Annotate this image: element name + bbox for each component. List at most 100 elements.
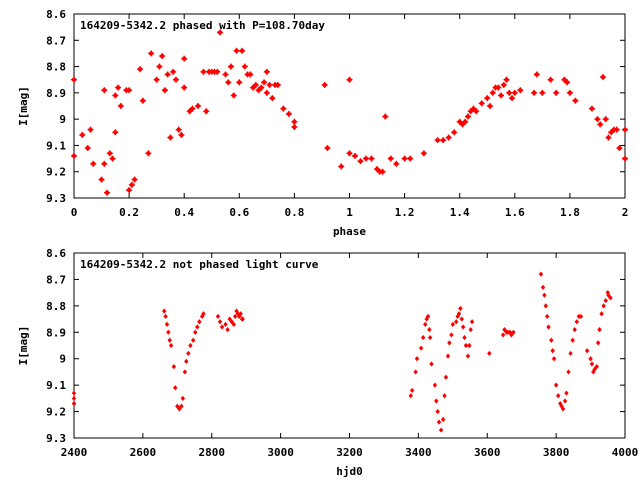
data-point <box>98 176 105 183</box>
data-point <box>589 361 595 367</box>
data-point <box>622 155 628 162</box>
data-point <box>445 134 452 141</box>
x-axis-label: phase <box>333 225 366 238</box>
data-point <box>574 319 579 325</box>
data-point <box>467 342 472 349</box>
data-point <box>236 79 243 86</box>
data-point <box>215 313 221 320</box>
data-point <box>531 89 538 96</box>
data-point <box>606 292 611 298</box>
data-point <box>258 84 265 91</box>
data-point <box>387 155 394 162</box>
data-point <box>572 327 577 333</box>
data-point <box>509 332 514 338</box>
data-point <box>352 152 359 159</box>
data-point <box>562 398 568 404</box>
data-point <box>462 334 467 341</box>
data-point <box>449 332 454 338</box>
data-point <box>572 97 579 104</box>
data-point <box>115 84 122 91</box>
data-point <box>470 105 477 112</box>
data-point <box>489 89 496 96</box>
data-point <box>225 79 232 86</box>
unphased-light-curve-panel: 2400 2600 2800 3000 3200 3400 3600 3800 4000 8.6 8… <box>17 247 638 478</box>
data-point <box>382 113 389 120</box>
data-point <box>438 427 444 433</box>
data-point <box>511 89 518 96</box>
data-point <box>338 163 345 170</box>
data-point <box>538 271 544 277</box>
data-point <box>407 155 414 162</box>
data-point <box>225 327 230 333</box>
data-point <box>227 316 232 322</box>
data-point <box>166 329 171 335</box>
data-point <box>484 95 491 102</box>
data-point <box>473 108 480 115</box>
data-point <box>495 84 502 91</box>
data-point <box>232 313 238 320</box>
data-point <box>291 118 298 125</box>
data-point <box>112 92 119 99</box>
data-point <box>458 305 463 312</box>
x-tick-label: 1 <box>346 206 353 219</box>
data-point <box>131 176 138 183</box>
data-point <box>269 95 276 102</box>
data-point <box>544 313 550 320</box>
data-point <box>564 79 571 86</box>
data-point <box>137 66 144 73</box>
data-point <box>126 87 133 94</box>
data-point <box>594 364 599 370</box>
data-point <box>79 131 86 138</box>
y-tick-label: 9 <box>59 113 66 126</box>
data-point <box>379 168 386 175</box>
data-point <box>179 403 184 409</box>
data-point <box>608 295 613 301</box>
data-point <box>223 321 228 327</box>
x-tick-label: 0.8 <box>284 206 304 219</box>
y-tick-label: 9.3 <box>46 432 66 445</box>
x-tick-label: 0.6 <box>229 206 249 219</box>
data-point <box>184 358 189 364</box>
data-point <box>263 68 270 75</box>
data-point <box>540 284 546 290</box>
data-point <box>163 313 168 320</box>
data-point <box>459 316 464 322</box>
data-point <box>181 84 188 91</box>
data-point <box>214 68 221 75</box>
data-point <box>566 369 571 375</box>
data-point <box>195 324 200 330</box>
data-point <box>106 150 113 157</box>
data-point <box>423 321 428 327</box>
data-point <box>487 350 492 357</box>
data-point <box>217 319 223 325</box>
data-point <box>427 334 433 341</box>
data-point <box>553 89 560 96</box>
y-tick-label: 8.8 <box>46 61 66 74</box>
data-point <box>425 313 431 320</box>
data-point <box>233 47 240 54</box>
data-point <box>252 81 259 88</box>
x-tick-label: 3600 <box>474 446 501 459</box>
data-point <box>517 87 524 94</box>
data-point <box>547 76 554 83</box>
data-point <box>443 374 449 380</box>
data-point <box>553 382 559 388</box>
data-point <box>139 97 146 104</box>
y-tick-label: 9.2 <box>46 406 66 419</box>
data-point <box>222 71 229 78</box>
chart-title: 164209-5342.2 not phased light curve <box>80 258 319 271</box>
data-point <box>418 345 424 351</box>
data-point <box>239 47 246 54</box>
data-point <box>456 311 462 317</box>
data-point <box>241 63 248 70</box>
x-tick-label: 2400 <box>61 446 88 459</box>
data-point <box>622 126 628 133</box>
y-tick-label: 9.1 <box>46 139 66 152</box>
data-point <box>543 303 548 309</box>
data-point <box>464 113 471 120</box>
x-tick-label: 1.8 <box>560 206 580 219</box>
data-point <box>546 324 551 330</box>
data-point <box>564 390 569 396</box>
data-point <box>194 103 201 109</box>
data-point <box>502 327 507 333</box>
